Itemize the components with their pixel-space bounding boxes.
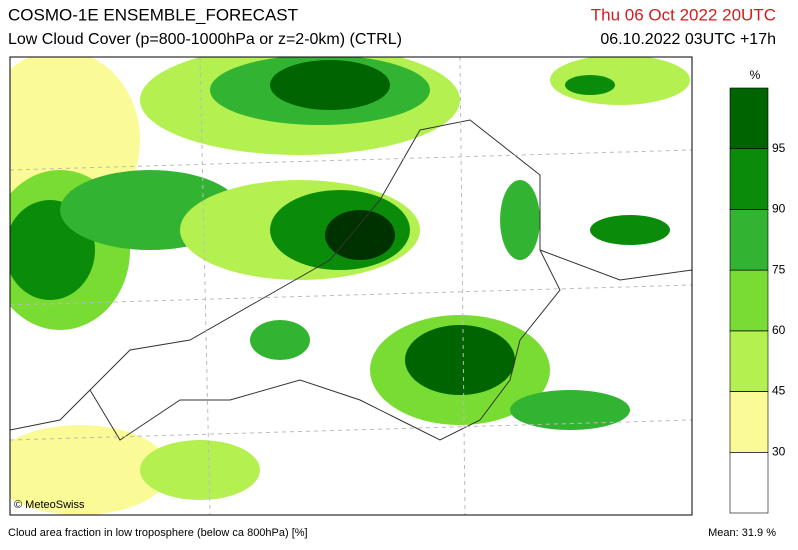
colorbar-segment [729,209,769,271]
colorbar-tick-label: 30 [772,444,786,458]
footer-caption: Cloud area fraction in low troposphere (… [8,527,308,539]
cloud-field [10,57,690,515]
graticule [9,56,693,516]
colorbar-tick-label: 45 [772,384,786,398]
valid-time: Thu 06 Oct 2022 20UTC [591,5,776,24]
colorbar-tick-label: 95 [772,141,786,155]
colorbar-tick-label: 90 [772,202,786,216]
run-time: 06.10.2022 03UTC +17h [600,31,776,48]
colorbar-segment [729,87,769,150]
colorbar-segment [729,330,769,392]
map: © MeteoSwiss [9,56,693,516]
colorbar-segment [729,391,769,453]
colorbar-segment [729,451,769,514]
colorbar-segment [729,148,769,210]
subtitle: Low Cloud Cover (p=800-1000hPa or z=2-0k… [8,31,402,48]
copyright: © MeteoSwiss [14,499,85,511]
mean-value: Mean: 31.9 % [708,527,776,539]
colorbar-segment [729,269,769,332]
colorbar: % 30 45 60 75 90 95 [729,68,786,514]
colorbar-unit: % [750,68,761,82]
map-frame [9,56,693,516]
borders [10,119,692,441]
colorbar-tick-label: 75 [772,262,786,276]
colorbar-tick-label: 60 [772,323,786,337]
title: COSMO-1E ENSEMBLE_FORECAST [8,5,298,24]
